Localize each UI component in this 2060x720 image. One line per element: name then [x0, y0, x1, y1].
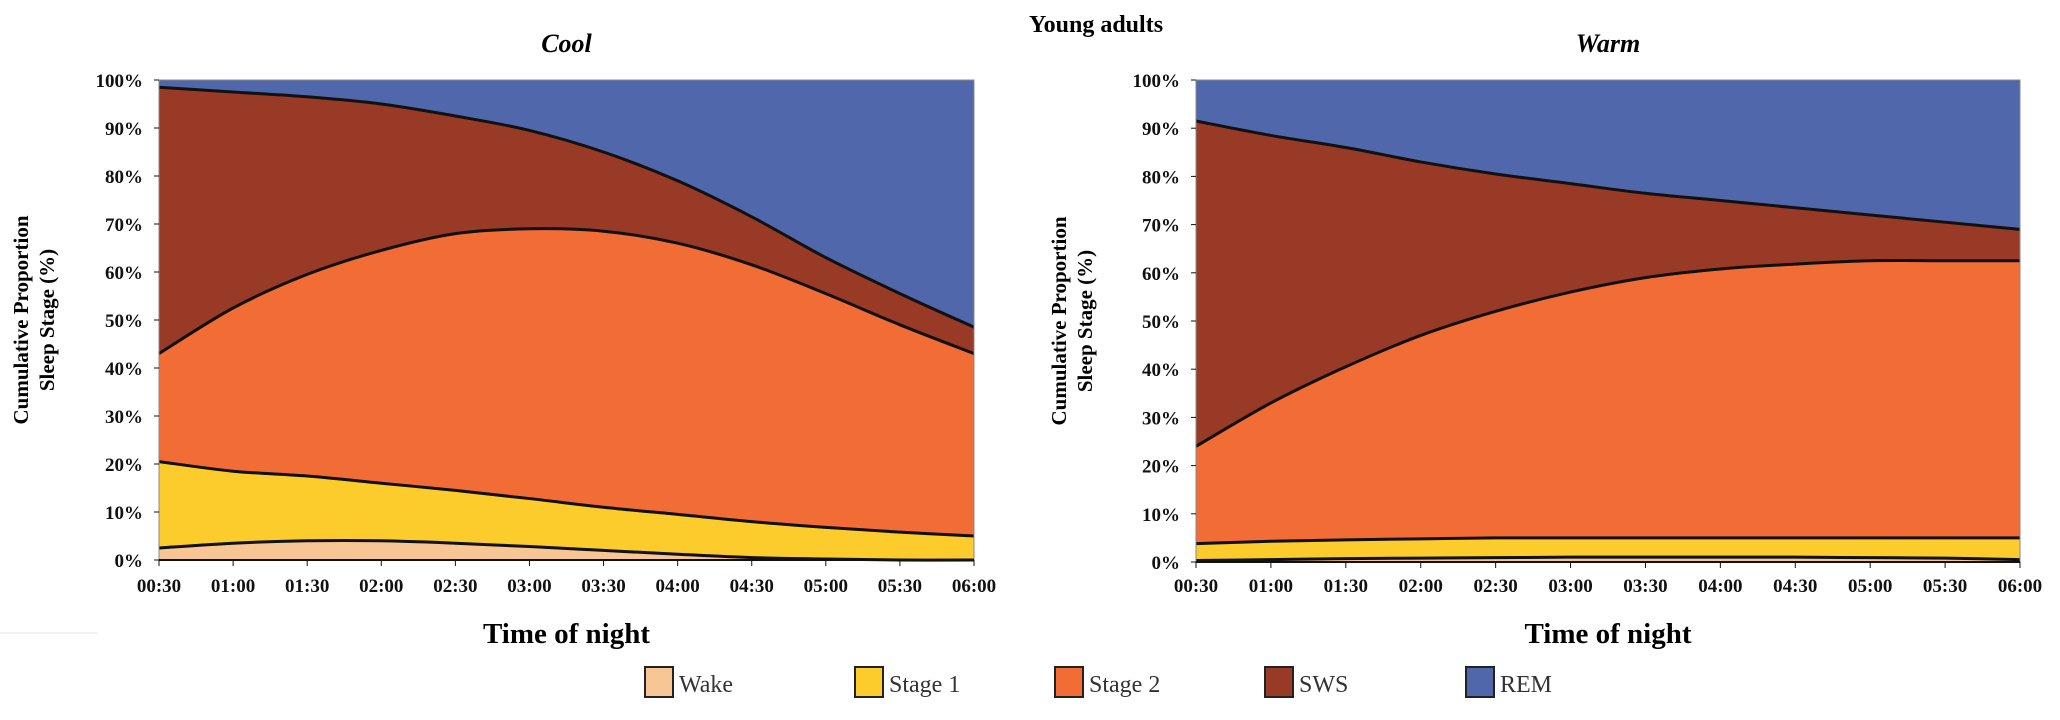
legend: Wake Stage 1 Stage 2 SWS REM	[644, 666, 1552, 698]
y-tick-label: 30%	[105, 407, 143, 428]
x-tick-label: 05:30	[878, 576, 922, 597]
x-tick-label: 04:00	[1698, 576, 1742, 597]
panel-cool: Cool 0% 10% 20% 30% 40% 50% 60% 70% 80% 90% 100% 00:…	[9, 29, 996, 650]
y-tick-label: 30%	[1142, 408, 1180, 429]
x-tick-label: 02:30	[1473, 576, 1517, 597]
x-tick-label: 02:00	[359, 576, 403, 597]
x-tick-label: 05:00	[1848, 576, 1892, 597]
y-axis-label-line2: Sleep Stage (%)	[1073, 250, 1097, 392]
y-axis-label-line1: Cumulative Proportion	[1047, 216, 1071, 425]
x-tick-label: 02:00	[1399, 576, 1443, 597]
x-axis-label: Time of night	[483, 618, 650, 650]
boundary-line-sws	[158, 85, 975, 329]
legend-swatch	[854, 666, 884, 698]
legend-item-sws: SWS	[1264, 666, 1348, 698]
legend-label: Stage 1	[889, 672, 960, 698]
y-axis-label-line1: Cumulative Proportion	[9, 215, 33, 424]
y-tick-label: 40%	[1142, 360, 1180, 381]
legend-item-stage-2: Stage 2	[1054, 666, 1160, 698]
y-tick-label: 10%	[105, 503, 143, 524]
y-tick-label: 0%	[115, 551, 144, 572]
y-tick-label: 60%	[1142, 264, 1180, 285]
x-tick-label: 04:00	[655, 576, 699, 597]
boundary-line-sws	[1195, 119, 2021, 231]
y-tick-label: 50%	[105, 311, 143, 332]
panel-subtitle: Warm	[1576, 29, 1641, 58]
x-tick-label: 06:00	[952, 576, 996, 597]
y-tick-label: 50%	[1142, 312, 1180, 333]
y-tick-label: 40%	[105, 359, 143, 380]
x-axis-label: Time of night	[1524, 618, 1691, 650]
x-tick-label: 00:30	[137, 576, 181, 597]
legend-label: Wake	[679, 672, 733, 698]
x-tick-label: 02:30	[433, 576, 477, 597]
x-tick-label: 04:30	[1773, 576, 1817, 597]
legend-swatch	[1465, 666, 1495, 698]
y-axis-label-line2: Sleep Stage (%)	[35, 249, 59, 391]
panel-warm: Warm 0% 10% 20% 30% 40% 50% 60% 70% 80% 90% 100% 00:…	[1047, 29, 2042, 650]
legend-item-stage-1: Stage 1	[854, 666, 960, 698]
y-tick-label: 10%	[1142, 505, 1180, 526]
x-tick-label: 06:00	[1998, 576, 2042, 597]
x-tick-label: 04:30	[730, 576, 774, 597]
y-tick-label: 70%	[1142, 216, 1180, 237]
boundary-line-stage-1	[158, 460, 975, 538]
x-tick-label: 03:00	[507, 576, 551, 597]
legend-swatch	[1054, 666, 1084, 698]
y-tick-label: 70%	[105, 215, 143, 236]
y-tick-label: 100%	[96, 71, 144, 92]
area-wake	[159, 540, 974, 561]
x-tick-label: 03:00	[1548, 576, 1592, 597]
area-stage-2	[1196, 260, 2020, 562]
x-tick-label: 01:00	[1249, 576, 1293, 597]
y-tick-label: 20%	[105, 455, 143, 476]
x-tick-label: 03:30	[581, 576, 625, 597]
boundary-line-stage-2	[158, 227, 975, 355]
legend-label: SWS	[1299, 672, 1348, 698]
figure-title: Young adults	[1029, 12, 1163, 38]
panel-subtitle: Cool	[541, 29, 592, 58]
area-stage-2	[159, 228, 974, 561]
area-stage-1	[159, 461, 974, 560]
y-tick-label: 0%	[1152, 553, 1181, 574]
x-tick-label: 05:00	[804, 576, 848, 597]
x-tick-label: 01:00	[211, 576, 255, 597]
x-tick-label: 05:30	[1923, 576, 1967, 597]
legend-swatch	[1264, 666, 1294, 698]
y-tick-label: 90%	[1142, 119, 1180, 140]
x-tick-label: 03:30	[1623, 576, 1667, 597]
y-tick-label: 90%	[105, 119, 143, 140]
legend-label: Stage 2	[1089, 672, 1160, 698]
x-tick-label: 00:30	[1174, 576, 1218, 597]
y-tick-label: 100%	[1133, 71, 1181, 92]
boundary-line-wake	[1195, 555, 2021, 563]
legend-item-rem: REM	[1465, 666, 1552, 698]
legend-label: REM	[1500, 672, 1552, 698]
legend-item-wake: Wake	[644, 666, 733, 698]
boundary-line-stage-1	[1195, 536, 2020, 546]
x-tick-label: 01:30	[285, 576, 329, 597]
boundary-line-stage-2	[1195, 259, 2020, 448]
y-tick-label: 60%	[105, 263, 143, 284]
y-tick-label: 80%	[105, 167, 143, 188]
y-tick-label: 20%	[1142, 457, 1180, 478]
legend-swatch	[644, 666, 674, 698]
y-tick-label: 80%	[1142, 167, 1180, 188]
x-tick-label: 01:30	[1324, 576, 1368, 597]
